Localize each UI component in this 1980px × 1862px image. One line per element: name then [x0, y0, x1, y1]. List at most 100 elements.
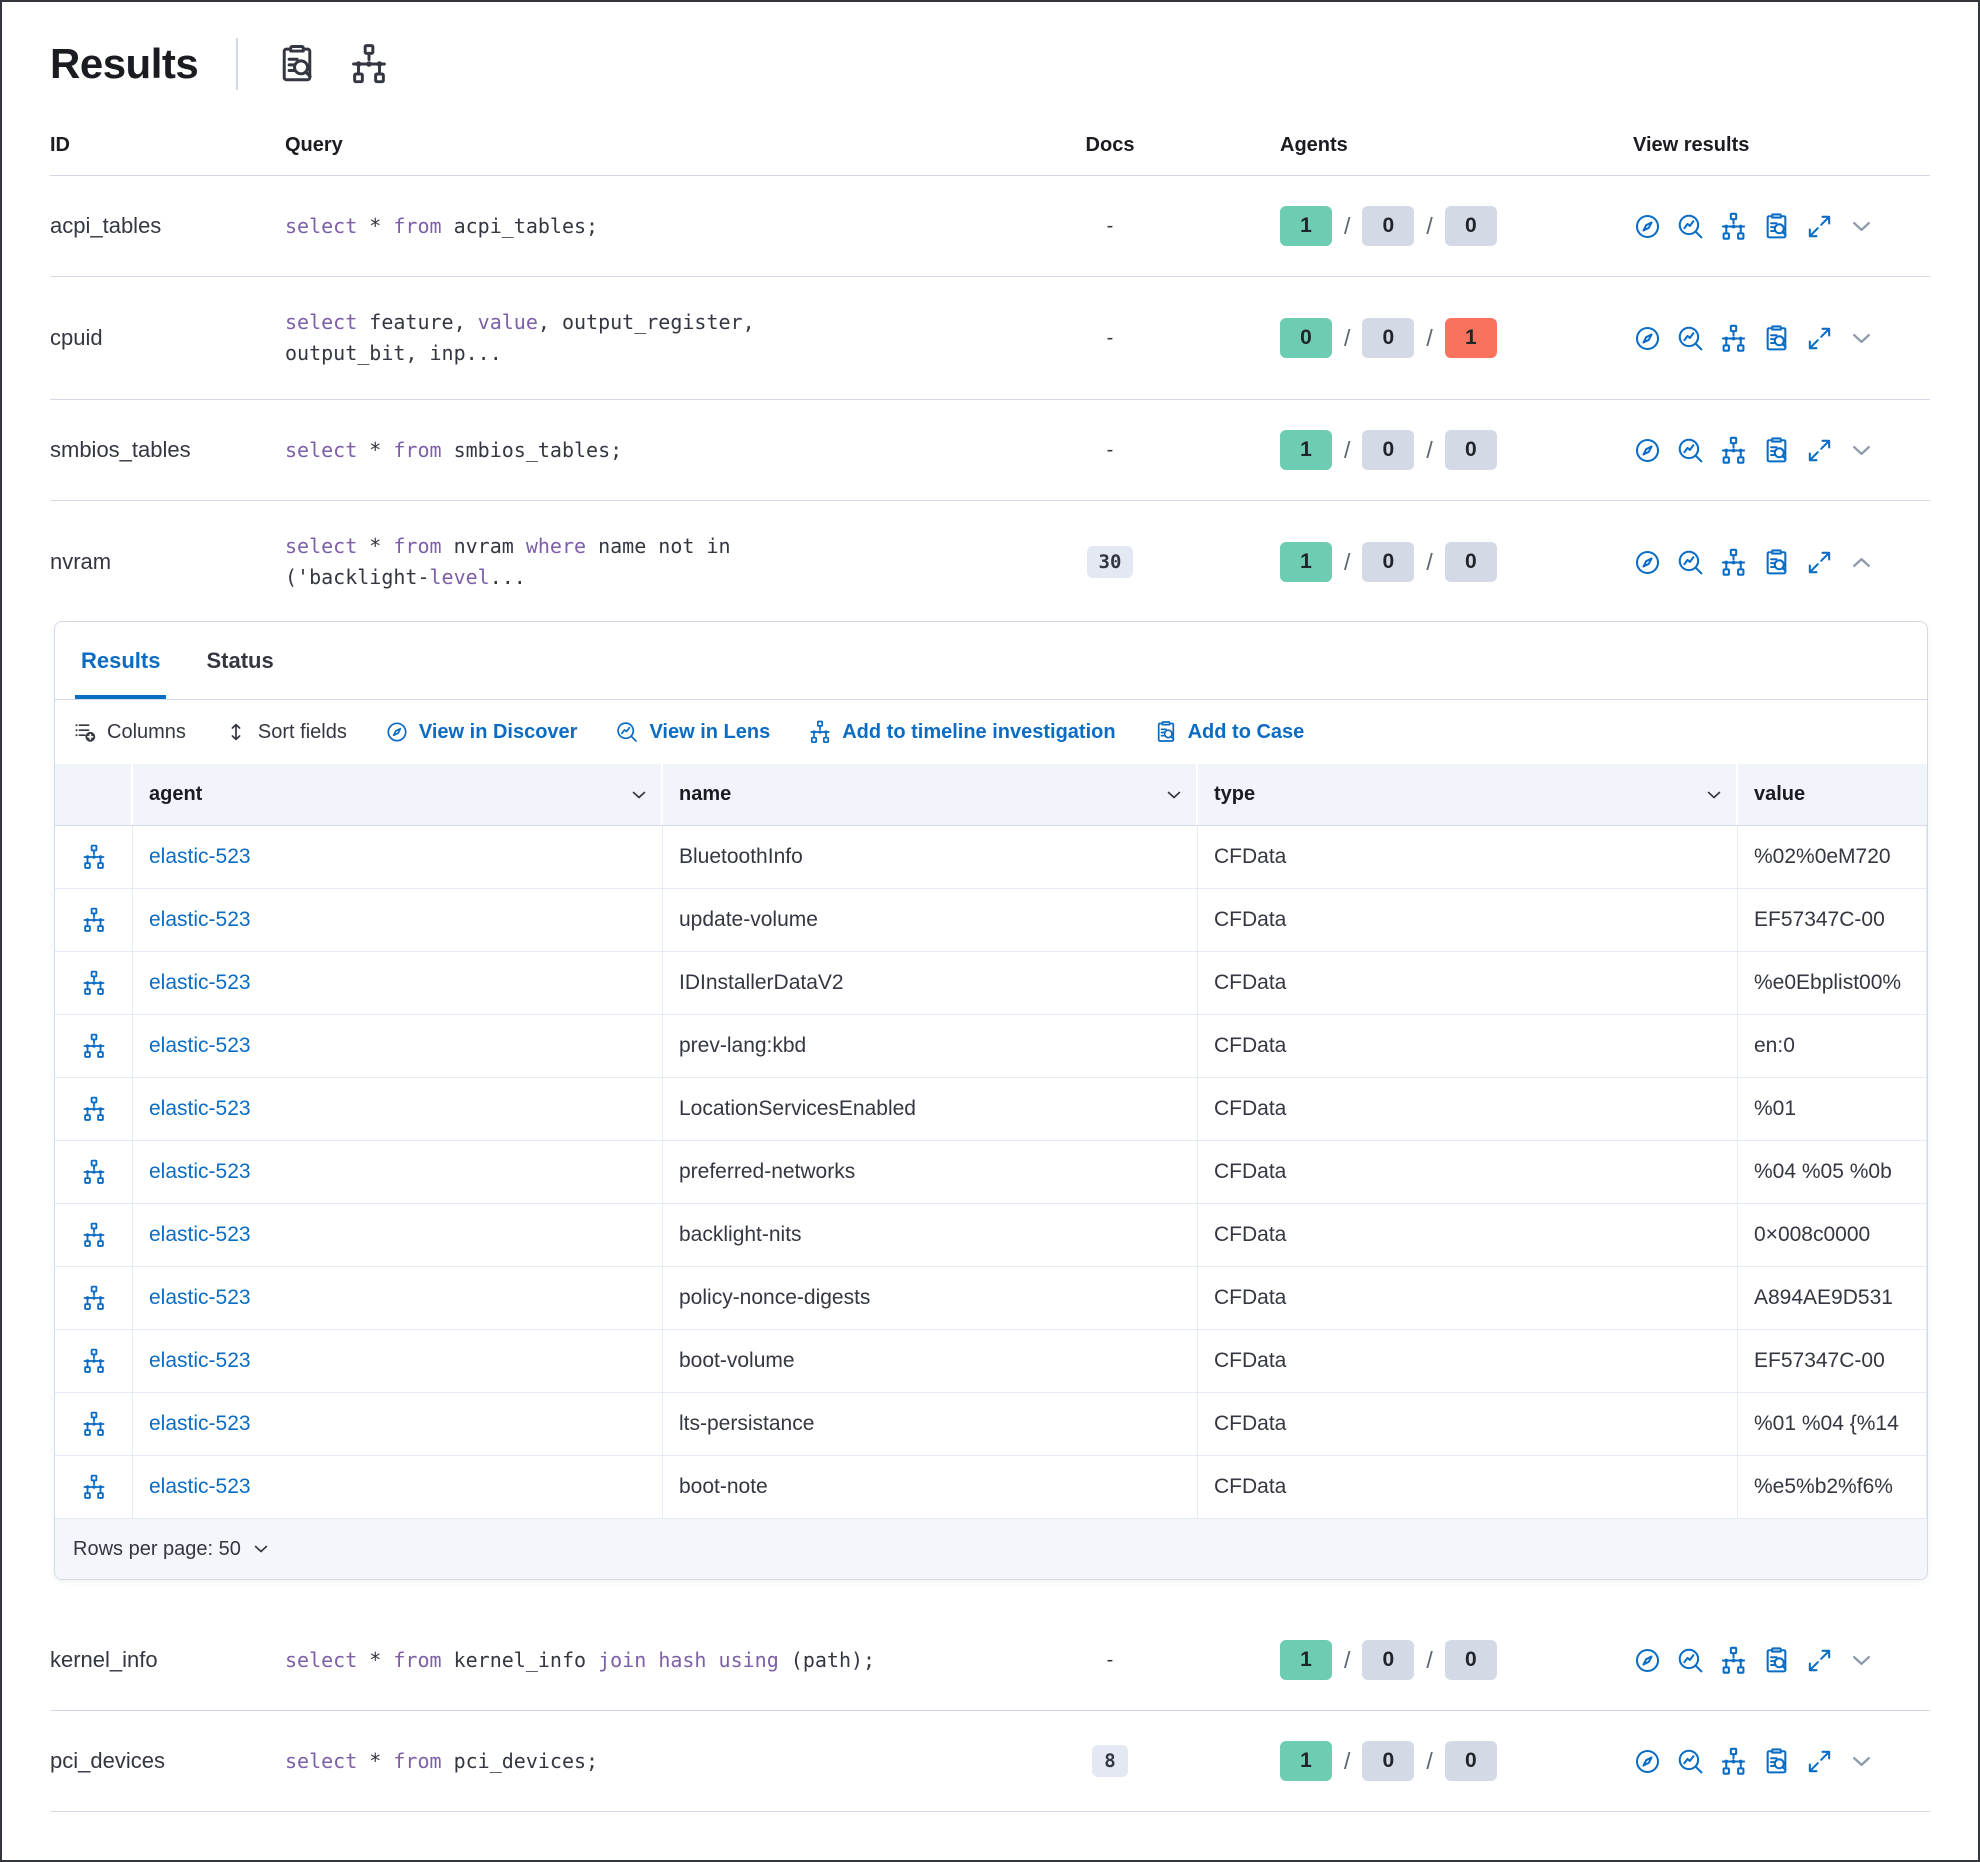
view-in-lens-icon[interactable]	[1676, 324, 1705, 353]
agent-link[interactable]: elastic-523	[149, 971, 251, 994]
agent-link[interactable]: elastic-523	[149, 1223, 251, 1246]
row-topology-icon[interactable]	[55, 952, 133, 1014]
column-header-name[interactable]: name	[663, 764, 1198, 825]
row-topology-icon[interactable]	[55, 889, 133, 951]
row-topology-icon[interactable]	[55, 1456, 133, 1518]
view-in-discover-icon[interactable]	[1633, 212, 1662, 241]
add-to-timeline-icon[interactable]	[1719, 212, 1748, 241]
row-topology-icon[interactable]	[55, 1141, 133, 1203]
view-in-lens-icon[interactable]	[1676, 1747, 1705, 1776]
add-to-timeline-icon[interactable]	[1719, 1646, 1748, 1675]
name-cell: boot-volume	[663, 1330, 1198, 1392]
page-title: Results	[50, 40, 199, 87]
agent-link[interactable]: elastic-523	[149, 1475, 251, 1498]
row-topology-icon[interactable]	[55, 1078, 133, 1140]
expand-icon[interactable]	[1805, 324, 1834, 353]
name-cell: policy-nonce-digests	[663, 1267, 1198, 1329]
column-header-value[interactable]: value	[1754, 783, 1806, 805]
type-cell: CFData	[1198, 1456, 1738, 1518]
results-toolbar: Columns Sort fields View in Discover Vie…	[55, 700, 1927, 764]
tab-results[interactable]: Results	[75, 622, 166, 699]
topology-icon[interactable]	[348, 43, 390, 85]
view-in-discover-icon[interactable]	[1633, 1747, 1662, 1776]
table-row: elastic-523 boot-note CFData %e5%b2%f6%	[55, 1456, 1927, 1519]
type-cell: CFData	[1198, 1015, 1738, 1077]
view-in-lens-button[interactable]: View in Lens	[615, 720, 770, 744]
agent-count-badge-red: 1	[1444, 318, 1497, 358]
agent-link[interactable]: elastic-523	[149, 1160, 251, 1183]
agent-link[interactable]: elastic-523	[149, 1349, 251, 1372]
table-row: elastic-523 preferred-networks CFData %0…	[55, 1141, 1927, 1204]
tab-status[interactable]: Status	[206, 647, 274, 673]
view-in-lens-icon[interactable]	[1676, 436, 1705, 465]
add-to-timeline-button[interactable]: Add to timeline investigation	[808, 720, 1116, 744]
expand-chevron-icon[interactable]	[1848, 1747, 1875, 1776]
agent-link[interactable]: elastic-523	[149, 1034, 251, 1057]
add-to-case-icon[interactable]	[1762, 324, 1791, 353]
row-topology-icon[interactable]	[55, 1204, 133, 1266]
expand-chevron-icon[interactable]	[1848, 324, 1875, 353]
expand-chevron-icon[interactable]	[1848, 436, 1875, 465]
view-in-discover-button[interactable]: View in Discover	[385, 720, 577, 744]
expand-icon[interactable]	[1805, 1747, 1834, 1776]
table-row: elastic-523 IDInstallerDataV2 CFData %e0…	[55, 952, 1927, 1015]
add-to-case-icon[interactable]	[1762, 1747, 1791, 1776]
table-row: elastic-523 backlight-nits CFData 0×008c…	[55, 1204, 1927, 1267]
view-in-lens-icon[interactable]	[1676, 1646, 1705, 1675]
view-in-discover-icon[interactable]	[1633, 548, 1662, 577]
sort-fields-button[interactable]: Sort fields	[224, 720, 347, 744]
query-view-results-actions	[1515, 324, 1930, 353]
agent-count-badge-gray: 0	[1362, 542, 1415, 582]
query-agents-status: 1/0/0	[1165, 1640, 1515, 1680]
add-to-case-icon[interactable]	[1762, 1646, 1791, 1675]
agent-count-badge-gray: 0	[1444, 542, 1497, 582]
columns-button[interactable]: Columns	[73, 720, 186, 744]
column-header-agent[interactable]: agent	[133, 764, 663, 825]
type-cell: CFData	[1198, 952, 1738, 1014]
agent-link[interactable]: elastic-523	[149, 1286, 251, 1309]
type-cell: CFData	[1198, 1204, 1738, 1266]
add-to-timeline-icon[interactable]	[1719, 436, 1748, 465]
view-in-lens-icon[interactable]	[1676, 548, 1705, 577]
row-topology-icon[interactable]	[55, 1015, 133, 1077]
expand-icon[interactable]	[1805, 1646, 1834, 1675]
add-to-timeline-icon[interactable]	[1719, 548, 1748, 577]
column-header-type[interactable]: type	[1198, 764, 1738, 825]
query-sql: select * from pci_devices;	[285, 1748, 599, 1773]
expand-chevron-icon[interactable]	[1848, 1646, 1875, 1675]
value-cell: %01	[1738, 1078, 1927, 1140]
row-topology-icon[interactable]	[55, 1267, 133, 1329]
add-to-case-icon[interactable]	[1762, 436, 1791, 465]
agent-count-badge-gray: 0	[1362, 1640, 1415, 1680]
add-to-case-icon[interactable]	[1762, 548, 1791, 577]
agent-link[interactable]: elastic-523	[149, 1412, 251, 1435]
row-topology-icon[interactable]	[55, 1330, 133, 1392]
agent-link[interactable]: elastic-523	[149, 908, 251, 931]
query-sql: select * from acpi_tables;	[285, 213, 599, 238]
expand-icon[interactable]	[1805, 212, 1834, 241]
add-to-timeline-icon[interactable]	[1719, 324, 1748, 353]
agent-link[interactable]: elastic-523	[149, 1097, 251, 1120]
add-to-case-button[interactable]: Add to Case	[1154, 720, 1304, 744]
expand-chevron-icon[interactable]	[1848, 212, 1875, 241]
collapse-chevron-icon[interactable]	[1848, 548, 1875, 577]
add-to-timeline-icon[interactable]	[1719, 1747, 1748, 1776]
row-topology-icon[interactable]	[55, 826, 133, 888]
add-to-case-icon[interactable]	[1762, 212, 1791, 241]
row-topology-icon[interactable]	[55, 1393, 133, 1455]
compass-icon	[385, 720, 409, 744]
view-in-discover-icon[interactable]	[1633, 1646, 1662, 1675]
view-in-discover-icon[interactable]	[1633, 324, 1662, 353]
view-in-lens-icon[interactable]	[1676, 212, 1705, 241]
chevron-down-icon	[251, 1539, 271, 1559]
query-id: nvram	[50, 549, 112, 574]
agent-count-badge-gray: 0	[1362, 1741, 1415, 1781]
inspect-icon[interactable]	[276, 43, 318, 85]
query-id: kernel_info	[50, 1647, 158, 1672]
rows-per-page-button[interactable]: Rows per page: 50	[55, 1519, 1927, 1579]
query-view-results-actions	[1515, 1747, 1930, 1776]
view-in-discover-icon[interactable]	[1633, 436, 1662, 465]
expand-icon[interactable]	[1805, 436, 1834, 465]
agent-link[interactable]: elastic-523	[149, 845, 251, 868]
expand-icon[interactable]	[1805, 548, 1834, 577]
